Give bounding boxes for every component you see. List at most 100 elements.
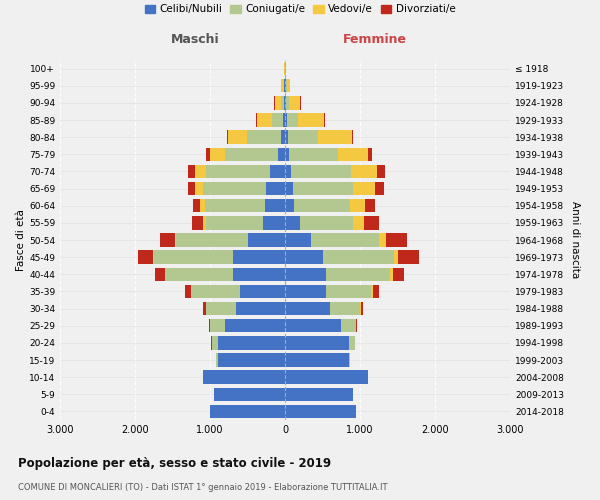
Bar <box>375 182 384 196</box>
Bar <box>263 216 285 230</box>
Bar <box>176 234 248 246</box>
Text: COMUNE DI MONCALIERI (TO) - Dati ISTAT 1° gennaio 2019 - Elaborazione TUTTITALIA: COMUNE DI MONCALIERI (TO) - Dati ISTAT 1… <box>18 482 388 492</box>
Bar <box>275 96 281 110</box>
Bar <box>285 130 288 144</box>
Bar <box>154 250 233 264</box>
Bar <box>266 182 285 196</box>
Bar <box>206 302 236 316</box>
Bar <box>277 148 285 161</box>
Bar <box>300 216 353 230</box>
Bar <box>236 302 285 316</box>
Bar <box>285 388 353 401</box>
Bar <box>200 199 205 212</box>
Bar <box>287 79 290 92</box>
Bar <box>281 96 284 110</box>
Bar <box>203 370 285 384</box>
Bar <box>155 268 164 281</box>
Bar <box>352 130 353 144</box>
Bar <box>185 284 191 298</box>
Bar <box>203 302 206 316</box>
Bar <box>212 336 218 349</box>
Bar <box>281 79 284 92</box>
Bar <box>271 114 283 126</box>
Bar <box>360 302 361 316</box>
Bar <box>285 336 349 349</box>
Bar <box>203 216 206 230</box>
Bar <box>349 336 355 349</box>
Bar <box>218 336 285 349</box>
Bar <box>324 114 325 126</box>
Y-axis label: Fasce di età: Fasce di età <box>16 209 26 271</box>
Bar <box>350 199 365 212</box>
Bar <box>225 319 285 332</box>
Bar <box>175 234 176 246</box>
Bar <box>285 354 349 366</box>
Bar <box>293 182 353 196</box>
Bar <box>371 284 373 298</box>
Bar <box>393 268 404 281</box>
Bar <box>216 354 218 366</box>
Bar <box>390 268 393 281</box>
Bar <box>398 250 419 264</box>
Bar <box>165 268 233 281</box>
Bar <box>285 216 300 230</box>
Bar <box>285 148 289 161</box>
Legend: Celibi/Nubili, Coniugati/e, Vedovi/e, Divorziati/e: Celibi/Nubili, Coniugati/e, Vedovi/e, Di… <box>140 0 460 18</box>
Bar <box>285 182 293 196</box>
Bar <box>281 130 285 144</box>
Bar <box>285 302 330 316</box>
Bar <box>298 114 324 126</box>
Bar <box>214 388 285 401</box>
Bar <box>257 114 271 126</box>
Bar <box>283 114 285 126</box>
Bar <box>285 164 291 178</box>
Bar <box>318 130 352 144</box>
Bar <box>210 319 225 332</box>
Bar <box>160 234 175 246</box>
Bar <box>351 164 377 178</box>
Bar <box>225 148 277 161</box>
Text: Femmine: Femmine <box>343 34 407 46</box>
Bar <box>311 234 379 246</box>
Bar <box>330 302 360 316</box>
Bar <box>379 234 386 246</box>
Bar <box>373 284 379 298</box>
Bar <box>353 182 375 196</box>
Bar <box>341 319 356 332</box>
Bar <box>247 130 281 144</box>
Bar <box>386 234 407 246</box>
Bar <box>240 284 285 298</box>
Bar <box>191 284 240 298</box>
Bar <box>205 199 265 212</box>
Bar <box>256 114 257 126</box>
Bar <box>248 234 285 246</box>
Bar <box>285 404 356 418</box>
Bar <box>218 354 285 366</box>
Bar <box>353 216 364 230</box>
Bar <box>192 216 203 230</box>
Bar <box>377 164 385 178</box>
Bar <box>291 164 351 178</box>
Bar <box>394 250 398 264</box>
Bar <box>361 302 363 316</box>
Bar <box>285 370 367 384</box>
Bar <box>365 199 375 212</box>
Bar <box>287 114 298 126</box>
Bar <box>285 79 286 92</box>
Bar <box>270 164 285 178</box>
Bar <box>289 148 337 161</box>
Bar <box>206 164 270 178</box>
Bar <box>228 130 247 144</box>
Bar <box>285 319 341 332</box>
Bar <box>206 216 263 230</box>
Bar <box>138 250 153 264</box>
Bar <box>233 268 285 281</box>
Bar <box>233 250 285 264</box>
Bar <box>284 96 285 110</box>
Bar <box>286 79 287 92</box>
Bar <box>227 130 228 144</box>
Bar <box>210 148 225 161</box>
Bar <box>337 148 367 161</box>
Bar <box>285 250 323 264</box>
Y-axis label: Anni di nascita: Anni di nascita <box>569 202 580 278</box>
